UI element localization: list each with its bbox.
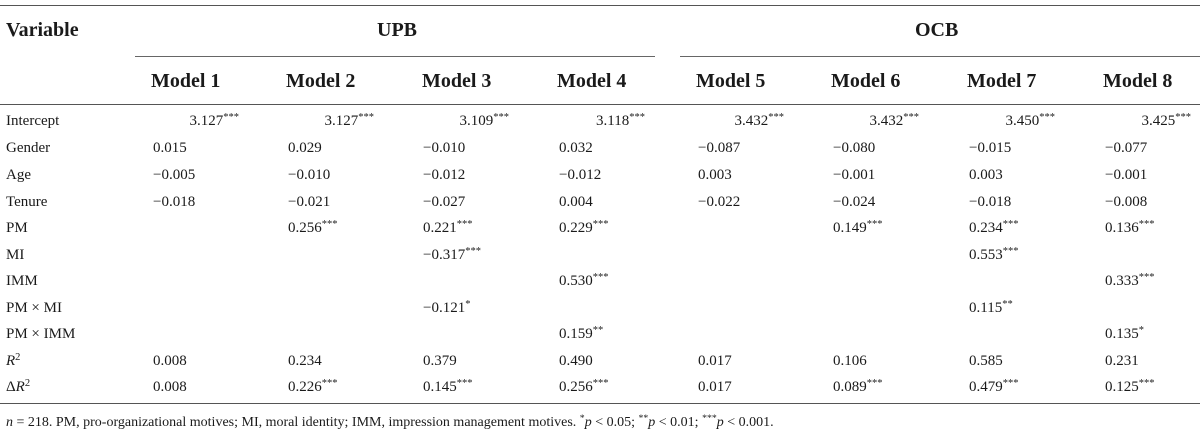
table-cell: 3.127***: [324, 111, 375, 129]
row-label: IMM: [6, 273, 38, 289]
group-rule-ocb: [680, 56, 1200, 57]
bottom-rule: [0, 403, 1200, 404]
group-header-ocb: OCB: [915, 19, 959, 41]
table-cell: 0.256***: [559, 377, 609, 395]
table-cell: 0.017: [698, 353, 732, 369]
model-header: Model 3: [422, 70, 492, 92]
footnote-text: = 218. PM, pro-organizational motives; M…: [13, 413, 774, 430]
table-cell: −0.012: [559, 167, 602, 183]
table-cell: 0.234***: [969, 218, 1019, 236]
table-cell: −0.001: [833, 167, 876, 183]
model-header: Model 2: [286, 70, 356, 92]
table-cell: 0.008: [153, 353, 187, 369]
table-cell: −0.012: [423, 167, 466, 183]
table-cell: −0.080: [833, 140, 876, 156]
table-cell: 0.015: [153, 140, 187, 156]
table-cell: −0.005: [153, 167, 196, 183]
table-cell: 0.479***: [969, 377, 1019, 395]
model-header: Model 8: [1103, 70, 1173, 92]
table-cell: 3.109***: [459, 111, 510, 129]
table-footnote: n = 218. PM, pro-organizational motives;…: [6, 413, 774, 430]
variable-header: Variable: [6, 19, 79, 41]
table-cell: 0.032: [559, 140, 593, 156]
table-cell: 3.425***: [1141, 111, 1192, 129]
table-cell: −0.010: [423, 140, 466, 156]
row-label: MI: [6, 247, 25, 263]
top-rule: [0, 5, 1200, 6]
table-cell: 0.234: [288, 353, 322, 369]
row-label: Tenure: [6, 194, 48, 210]
table-cell: 0.379: [423, 353, 457, 369]
table-cell: 3.118***: [596, 111, 645, 129]
row-label: Intercept: [6, 113, 60, 129]
table-cell: −0.317***: [423, 245, 481, 263]
table-cell: 0.490: [559, 353, 593, 369]
table-cell: 0.149***: [833, 218, 883, 236]
table-cell: 0.585: [969, 353, 1003, 369]
table-cell: −0.121*: [423, 298, 471, 316]
row-label: Age: [6, 167, 31, 183]
table-cell: −0.087: [698, 140, 741, 156]
table-cell: 3.432***: [869, 111, 920, 129]
table-cell: 3.432***: [734, 111, 785, 129]
table-cell: −0.008: [1105, 194, 1148, 210]
table-cell: 0.115**: [969, 298, 1013, 316]
table-cell: −0.010: [288, 167, 331, 183]
model-header: Model 5: [696, 70, 766, 92]
table-cell: 3.127***: [189, 111, 240, 129]
table-cell: 0.003: [698, 167, 732, 183]
table-cell: 0.159**: [559, 324, 604, 342]
table-cell: 0.231: [1105, 353, 1139, 369]
table-cell: 0.125***: [1105, 377, 1155, 395]
model-header: Model 1: [151, 70, 221, 92]
table-cell: 0.136***: [1105, 218, 1155, 236]
row-label: ΔR2: [6, 377, 31, 395]
model-header: Model 4: [557, 70, 627, 92]
table-cell: 3.450***: [1005, 111, 1056, 129]
row-label: PM: [6, 220, 28, 236]
group-rule-upb: [135, 56, 655, 57]
table-cell: 0.530***: [559, 271, 609, 289]
table-cell: −0.027: [423, 194, 466, 210]
table-cell: −0.022: [698, 194, 741, 210]
table-cell: −0.077: [1105, 140, 1148, 156]
row-label: PM × MI: [6, 300, 62, 316]
table-cell: 0.089***: [833, 377, 883, 395]
row-label: PM × IMM: [6, 326, 76, 342]
group-header-upb: UPB: [377, 19, 417, 41]
table-cell: 0.221***: [423, 218, 473, 236]
table-cell: −0.024: [833, 194, 876, 210]
table-cell: 0.135*: [1105, 324, 1144, 342]
table-cell: −0.015: [969, 140, 1012, 156]
table-cell: 0.145***: [423, 377, 473, 395]
table-cell: −0.021: [288, 194, 331, 210]
table-cell: 0.333***: [1105, 271, 1155, 289]
table-cell: 0.004: [559, 194, 593, 210]
table-cell: 0.553***: [969, 245, 1019, 263]
table-cell: 0.256***: [288, 218, 338, 236]
table-cell: −0.001: [1105, 167, 1148, 183]
table-cell: 0.226***: [288, 377, 338, 395]
model-header: Model 6: [831, 70, 901, 92]
table-cell: −0.018: [969, 194, 1012, 210]
table-cell: 0.003: [969, 167, 1003, 183]
table-cell: 0.029: [288, 140, 322, 156]
row-label: Gender: [6, 140, 51, 156]
table-cell: −0.018: [153, 194, 196, 210]
table-cell: 0.229***: [559, 218, 609, 236]
model-header: Model 7: [967, 70, 1037, 92]
row-label: R2: [6, 351, 21, 369]
table-cell: 0.008: [153, 379, 187, 395]
table-cell: 0.017: [698, 379, 732, 395]
footnote-n: n: [6, 415, 13, 430]
header-rule: [0, 104, 1200, 105]
table-cell: 0.106: [833, 353, 867, 369]
